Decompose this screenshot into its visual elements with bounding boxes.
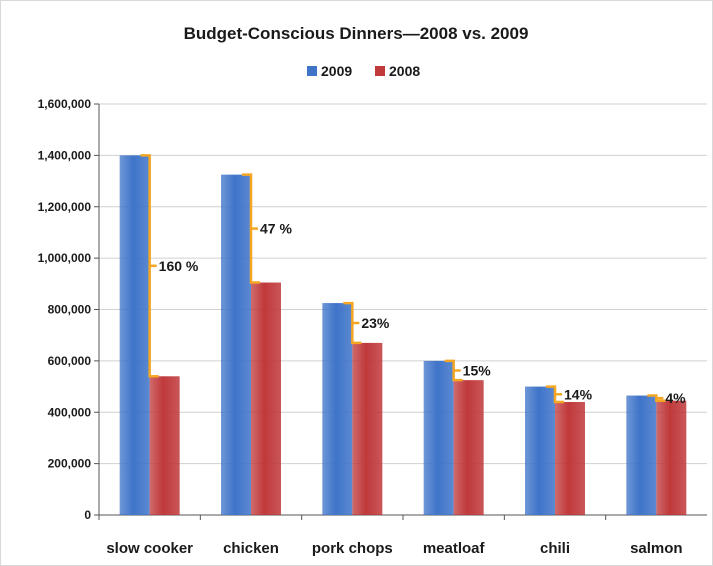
bar-2009-meatloaf — [423, 360, 454, 515]
y-tick-label: 200,000 — [48, 457, 92, 471]
legend-swatch-2008 — [375, 66, 385, 76]
bar-2008-salmon — [656, 400, 687, 515]
bar-2008-meatloaf — [453, 380, 484, 515]
y-tick-label: 600,000 — [48, 354, 92, 368]
annotations: 160 % 47 % 23% 15% 14% 4% — [140, 154, 686, 406]
legend-label-2009: 2009 — [321, 63, 352, 79]
chart-title: Budget-Conscious Dinners—2008 vs. 2009 — [184, 24, 529, 43]
x-tick-label-meatloaf: meatloaf — [423, 540, 486, 557]
change-label-meatloaf: 15% — [463, 363, 492, 379]
y-tick-label: 1,600,000 — [38, 97, 92, 111]
bar-2008-pork-chops — [352, 342, 383, 515]
x-tick-label-chili: chili — [540, 540, 570, 557]
y-tick-label: 1,000,000 — [38, 251, 92, 265]
change-label-chili: 14% — [564, 386, 593, 402]
x-tick-label-chicken: chicken — [223, 540, 279, 557]
y-tick-label: 0 — [84, 508, 91, 522]
change-label-slow-cooker: 160 % — [159, 258, 199, 274]
bar-2009-slow-cooker — [119, 155, 150, 515]
legend: 2009 2008 — [307, 63, 420, 79]
y-tick-label: 1,400,000 — [38, 148, 92, 162]
bar-2009-chili — [525, 386, 555, 515]
x-tick-label-slow-cooker: slow cooker — [106, 540, 193, 557]
change-label-chicken: 47 % — [260, 221, 292, 237]
change-label-salmon: 4% — [665, 390, 686, 406]
gridlines — [99, 103, 707, 516]
bars — [119, 155, 687, 515]
y-tick-label: 800,000 — [48, 303, 92, 317]
bar-2009-chicken — [221, 174, 251, 515]
y-tick-label: 1,200,000 — [38, 200, 92, 214]
legend-swatch-2009 — [307, 66, 317, 76]
bar-2008-chili — [555, 401, 585, 515]
axes: 0 200,000 400,000 600,000 800,000 1,000,000 1,… — [38, 97, 707, 557]
x-tick-label-salmon: salmon — [630, 540, 683, 557]
legend-label-2008: 2008 — [389, 63, 420, 79]
change-label-pork-chops: 23% — [361, 315, 390, 331]
y-tick-label: 400,000 — [48, 405, 92, 419]
x-tick-label-pork-chops: pork chops — [312, 540, 393, 557]
bar-2009-pork-chops — [322, 303, 353, 515]
bar-2008-slow-cooker — [149, 376, 180, 515]
bar-2008-chicken — [251, 282, 281, 515]
bar-2009-salmon — [626, 395, 657, 515]
